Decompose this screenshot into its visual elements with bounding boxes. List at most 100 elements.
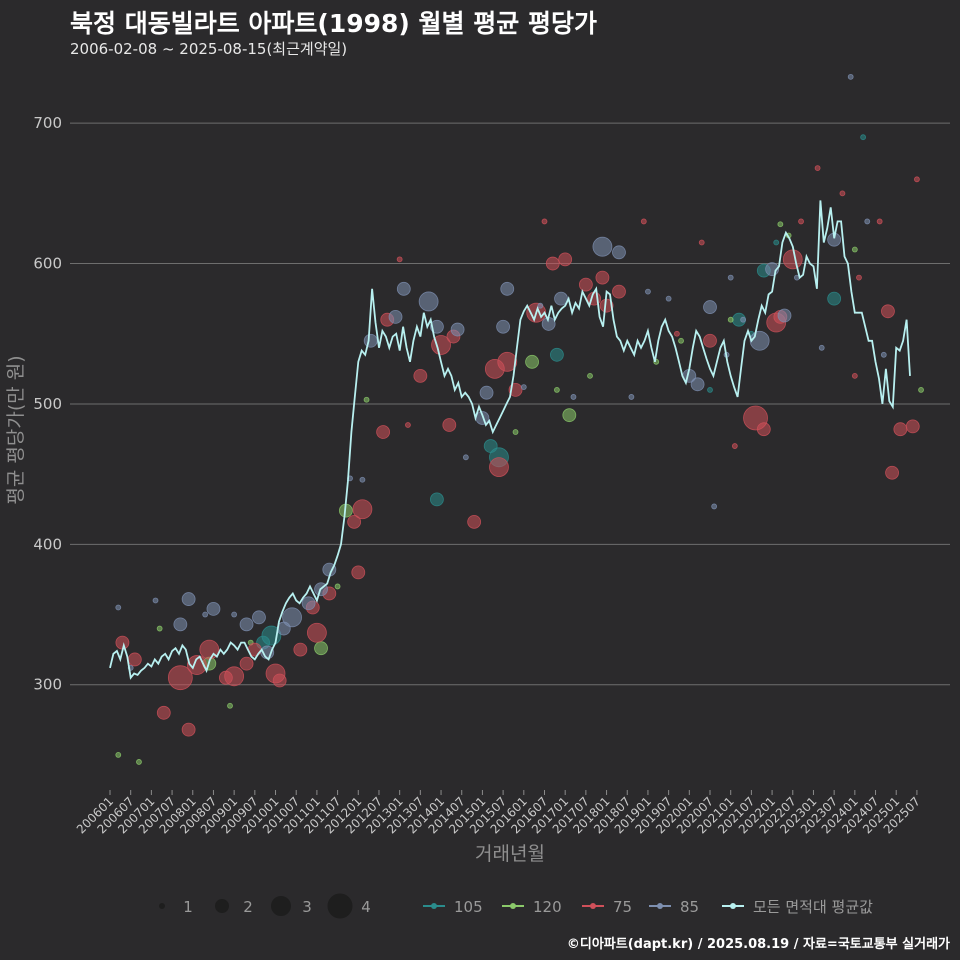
point-75 xyxy=(798,218,804,225)
point-75 xyxy=(442,418,457,432)
point-75 xyxy=(352,499,373,520)
point-85 xyxy=(181,592,196,606)
point-75 xyxy=(885,465,899,480)
point-120 xyxy=(156,625,163,632)
size-legend-dot xyxy=(215,899,229,913)
point-85 xyxy=(864,218,871,225)
point-75 xyxy=(782,249,803,270)
point-85 xyxy=(388,310,403,324)
series-legend-label: 105 xyxy=(454,898,483,916)
point-85 xyxy=(450,322,465,337)
point-120 xyxy=(851,246,858,253)
point-75 xyxy=(876,218,883,225)
point-75 xyxy=(167,665,193,691)
point-75 xyxy=(839,190,846,197)
point-85 xyxy=(152,597,159,604)
point-75 xyxy=(293,642,308,657)
point-85 xyxy=(665,295,672,302)
point-85 xyxy=(252,610,266,625)
point-75 xyxy=(156,705,171,720)
point-85 xyxy=(777,308,792,323)
point-105 xyxy=(860,134,867,141)
point-120 xyxy=(115,752,122,758)
point-75 xyxy=(467,514,482,529)
point-85 xyxy=(359,476,366,483)
y-tick-label: 700 xyxy=(33,114,62,132)
point-85 xyxy=(239,617,254,632)
point-85 xyxy=(628,394,635,400)
point-75 xyxy=(545,256,560,271)
point-75 xyxy=(612,284,626,299)
y-tick-label: 300 xyxy=(33,676,62,694)
point-75 xyxy=(347,514,362,529)
point-105 xyxy=(773,239,780,246)
point-85 xyxy=(612,245,626,260)
point-75 xyxy=(905,419,920,434)
point-75 xyxy=(731,443,738,449)
point-75 xyxy=(914,176,920,183)
point-85 xyxy=(703,300,717,314)
point-75 xyxy=(851,372,858,379)
point-75 xyxy=(431,335,451,355)
series-legend-label: 85 xyxy=(680,898,699,916)
point-85 xyxy=(363,333,378,348)
point-75 xyxy=(674,330,680,337)
point-75 xyxy=(307,622,327,643)
point-85 xyxy=(231,611,238,618)
series-legend-dot xyxy=(510,903,516,909)
point-105 xyxy=(430,492,444,507)
point-75 xyxy=(756,422,771,437)
point-85 xyxy=(727,274,734,281)
y-axis-label: 평균 평당가(만 원) xyxy=(5,355,27,504)
point-75 xyxy=(396,256,403,263)
y-tick-label: 400 xyxy=(33,535,62,553)
point-85 xyxy=(537,302,544,309)
series-legend-dot xyxy=(431,903,437,909)
point-85 xyxy=(115,604,122,611)
point-85 xyxy=(740,316,747,323)
point-120 xyxy=(525,354,539,369)
point-85 xyxy=(396,281,411,296)
point-85 xyxy=(301,596,316,611)
point-75 xyxy=(351,565,366,580)
point-105 xyxy=(707,387,713,393)
source-caption: ©디아파트(dapt.kr) / 2025.08.19 / 자료=국토교통부 실… xyxy=(566,937,950,952)
series-legend-label: 모든 면적대 평균값 xyxy=(753,898,873,916)
grid-lines xyxy=(70,122,950,686)
point-120 xyxy=(554,387,560,393)
point-75 xyxy=(376,425,391,439)
point-85 xyxy=(570,394,577,400)
point-85 xyxy=(173,617,188,632)
point-120 xyxy=(363,396,370,403)
size-legend-dot xyxy=(159,903,165,909)
x-axis-ticks: 2006012006072007012007072008012008072009… xyxy=(74,790,923,837)
size-legend-label: 3 xyxy=(302,898,312,916)
point-105 xyxy=(827,291,842,306)
point-75 xyxy=(239,656,254,671)
size-legend-label: 1 xyxy=(183,898,193,916)
y-tick-label: 500 xyxy=(33,395,62,413)
point-85 xyxy=(847,73,854,80)
point-75 xyxy=(856,274,862,281)
point-85 xyxy=(818,344,825,351)
y-tick-label: 600 xyxy=(33,255,62,273)
point-120 xyxy=(678,337,684,344)
point-85 xyxy=(645,288,651,295)
average-line xyxy=(109,200,911,680)
point-75 xyxy=(595,270,610,285)
point-120 xyxy=(587,372,593,379)
scatter-points xyxy=(115,73,924,765)
point-120 xyxy=(227,702,233,709)
point-120 xyxy=(334,583,341,590)
series-legend-dot xyxy=(730,903,736,909)
point-75 xyxy=(115,635,130,650)
chart-subtitle: 2006-02-08 ~ 2025-08-15(최근계약일) xyxy=(70,40,348,58)
point-75 xyxy=(405,422,411,428)
point-85 xyxy=(496,319,511,334)
x-axis-label: 거래년월 xyxy=(475,843,545,865)
point-85 xyxy=(206,602,221,616)
legend: 1 2 3 4 105 120 75 85 모든 면적대 평균값 xyxy=(159,893,873,919)
point-75 xyxy=(224,666,245,687)
point-75 xyxy=(413,368,428,383)
